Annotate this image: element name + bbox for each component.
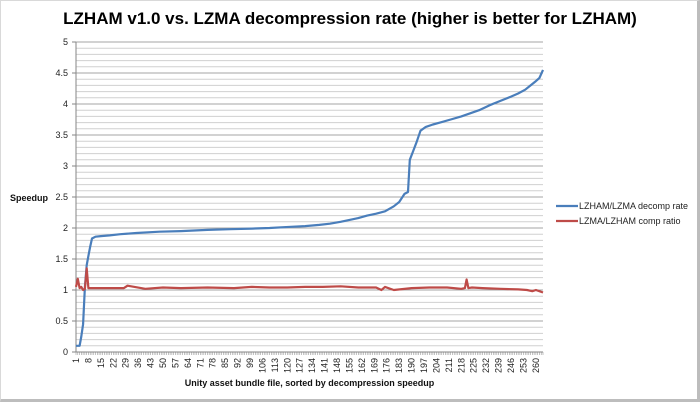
x-tick-label: 218: [456, 358, 466, 373]
x-tick-label: 211: [444, 358, 454, 372]
x-tick-label: 246: [506, 358, 516, 373]
gridlines: [76, 41, 543, 347]
series-line-comp-ratio: [74, 267, 544, 294]
x-tick-label: 22: [108, 358, 118, 368]
legend-label: LZHAM/LZMA decomp rate: [579, 201, 688, 211]
y-tick-label: 0: [63, 347, 68, 357]
y-tick-label: 2.5: [55, 192, 68, 202]
x-tick-label: 57: [170, 358, 180, 368]
x-tick-label: 85: [220, 358, 230, 368]
y-tick-label: 3: [63, 161, 68, 171]
x-tick-label: 29: [121, 358, 131, 368]
x-tick-label: 176: [382, 358, 392, 373]
x-tick-label: 43: [146, 358, 156, 368]
x-tick-label: 169: [369, 358, 379, 373]
chart-title: LZHAM v1.0 vs. LZMA decompression rate (…: [63, 9, 637, 28]
x-tick-label: 1: [71, 358, 81, 363]
x-tick-label: 225: [469, 358, 479, 373]
x-tick-label: 106: [257, 358, 267, 373]
y-tick-label: 1.5: [55, 254, 68, 264]
y-tick-label: 4.5: [55, 68, 68, 78]
legend-label: LZMA/LZHAM comp ratio: [579, 216, 681, 226]
x-tick-label: 148: [332, 358, 342, 373]
series-line-decomp-rate: [76, 69, 545, 347]
x-tick-label: 64: [183, 358, 193, 368]
series-lines: [74, 69, 545, 347]
x-tick-label: 162: [357, 358, 367, 373]
legend: LZHAM/LZMA decomp rate LZMA/LZHAM comp ra…: [556, 201, 688, 226]
y-axis-ticks: 0 0.5 1 1.5 2 2.5 3 3.5 4 4.5 5: [55, 37, 76, 357]
x-axis-label: Unity asset bundle file, sorted by decom…: [185, 378, 435, 388]
y-tick-label: 5: [63, 37, 68, 47]
x-tick-label: 113: [270, 358, 280, 372]
x-tick-label: 78: [208, 358, 218, 368]
y-tick-label: 1: [63, 285, 68, 295]
x-tick-label: 197: [419, 358, 429, 373]
x-tick-label: 239: [494, 358, 504, 373]
x-tick-label: 232: [481, 358, 491, 373]
y-tick-label: 4: [63, 99, 68, 109]
x-tick-label: 127: [295, 358, 305, 373]
x-tick-label: 134: [307, 358, 317, 373]
y-axis-label: Speedup: [10, 193, 49, 203]
x-axis-ticks: 1 8 15 22 29 36 43 50 57 64 71 78 85 92 99 106 113 120 127…: [71, 352, 544, 373]
x-tick-label: 15: [96, 358, 106, 368]
x-tick-label: 8: [83, 358, 93, 363]
x-tick-label: 141: [320, 358, 330, 373]
x-tick-label: 253: [518, 358, 528, 373]
x-tick-label: 183: [394, 358, 404, 373]
x-tick-label: 36: [133, 358, 143, 368]
y-tick-label: 3.5: [55, 130, 68, 140]
x-tick-label: 260: [531, 358, 541, 373]
y-tick-label: 0.5: [55, 316, 68, 326]
x-tick-label: 71: [195, 358, 205, 368]
x-tick-label: 99: [245, 358, 255, 368]
x-tick-label: 50: [158, 358, 168, 368]
x-tick-label: 120: [282, 358, 292, 373]
x-tick-label: 92: [233, 358, 243, 368]
y-tick-label: 2: [63, 223, 68, 233]
x-tick-label: 155: [344, 358, 354, 373]
x-tick-label: 204: [431, 358, 441, 373]
x-tick-label: 190: [407, 358, 417, 373]
